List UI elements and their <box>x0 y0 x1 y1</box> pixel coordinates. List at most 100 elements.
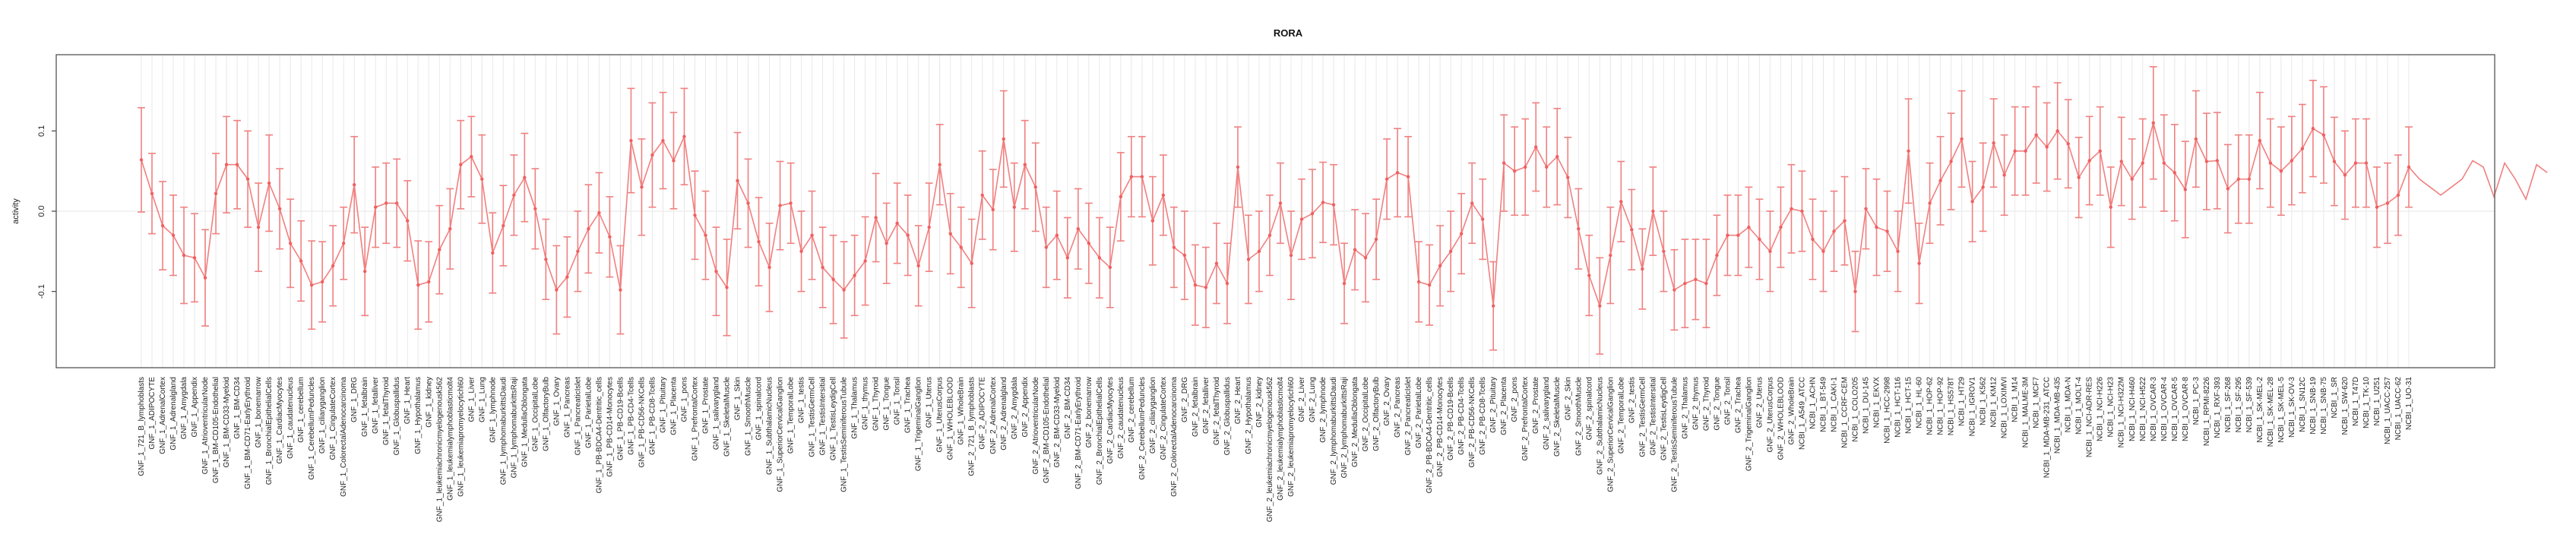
data-point <box>1981 185 1985 189</box>
x-tick-label: GNF_1_ciliaryganglion <box>318 377 327 454</box>
data-point <box>576 249 580 254</box>
data-point <box>938 163 941 166</box>
data-point <box>1087 242 1091 245</box>
data-point <box>2343 173 2347 177</box>
x-tick-label: GNF_2_PB-CD8-Tcells <box>1479 377 1487 455</box>
data-point <box>565 275 569 279</box>
data-point <box>1278 201 1283 205</box>
y-tick-label: -0.1 <box>37 284 46 299</box>
data-point <box>1907 149 1910 153</box>
x-tick-label: NCBI_1_NCI-H460 <box>2128 377 2137 441</box>
x-tick-label: GNF_2_Pancreas <box>1394 377 1402 438</box>
data-point <box>2321 133 2326 137</box>
data-point <box>831 277 835 281</box>
data-point <box>842 288 846 292</box>
x-tick-label: GNF_2_BM-CD33-Myeloid <box>1053 377 1062 467</box>
data-point <box>1694 277 1698 281</box>
x-tick-label: NCBI_1_SF-295 <box>2235 377 2243 433</box>
x-tick-label: NCBI_1_MDA-MB-231_ATCC <box>2043 377 2052 478</box>
data-point <box>821 265 824 270</box>
data-point <box>448 227 452 231</box>
data-point <box>1534 145 1538 149</box>
data-point <box>427 280 431 284</box>
x-tick-label: GNF_2_CingulateCortex <box>1160 377 1168 460</box>
data-point <box>1619 200 1623 204</box>
data-point <box>459 163 463 166</box>
data-point <box>863 259 867 263</box>
x-tick-label: GNF_1_BM-CD34 <box>233 377 242 439</box>
data-point <box>480 177 484 181</box>
data-point <box>1448 249 1453 254</box>
x-tick-label: GNF_1_AdrenalCortex <box>159 377 167 454</box>
x-tick-label: GNF_1_PrefrontalCortex <box>691 377 699 461</box>
x-tick-label: GNF_2_TemporalLobe <box>1617 377 1625 454</box>
data-point <box>1395 171 1400 175</box>
x-tick-label: GNF_2_Liver <box>1298 376 1306 422</box>
x-tick-label: NCBI_1_MDA-MB-435 <box>2054 377 2062 454</box>
data-point <box>523 175 527 179</box>
data-point <box>650 153 654 157</box>
x-tick-label: GNF_2_WholeBrain <box>1787 377 1796 444</box>
x-tick-label: GNF_1_721_B_lymphoblasts <box>138 377 146 476</box>
x-tick-label: GNF_2_BM-CD71-EarlyErythroid <box>1074 377 1083 489</box>
data-point <box>416 283 420 287</box>
x-tick-label: NCBI_1_RXF-393 <box>2214 377 2222 438</box>
data-point <box>374 205 378 209</box>
data-point <box>767 265 771 270</box>
data-point <box>672 159 676 163</box>
x-tick-label: GNF_2_PB-CD14-Monocytes <box>1436 377 1445 477</box>
x-tick-label: GNF_2_SkeletalMuscle <box>1553 377 1562 457</box>
x-tick-label: NCBI_1_A549_ATCC <box>1798 377 1806 450</box>
data-point <box>1310 211 1315 216</box>
x-tick-label: GNF_1_fetalThyroid <box>382 377 391 445</box>
data-point <box>1385 177 1389 181</box>
data-point <box>2013 149 2017 153</box>
x-tick-label: GNF_1_CerebellumPeduncles <box>308 377 316 480</box>
x-tick-label: GNF_1_PB-CD19-Bcells <box>616 377 625 460</box>
data-point <box>1673 288 1676 292</box>
data-point <box>2130 177 2134 181</box>
x-tick-label: GNF_1_cerebellum <box>297 377 305 443</box>
x-tick-label: GNF_1_DRG <box>350 377 359 422</box>
data-point <box>2087 159 2091 163</box>
x-tick-label: GNF_2_721_B_lymphoblasts <box>968 377 976 476</box>
grid <box>56 55 2495 368</box>
x-tick-label: GNF_1_Uterus <box>926 377 934 428</box>
x-tick-label: GNF_2_cerebellum <box>1128 377 1136 443</box>
y-tick-label: 0.0 <box>37 205 46 217</box>
data-point <box>1289 253 1293 258</box>
x-tick-label: GNF_2_Placenta <box>1500 377 1508 435</box>
x-tick-label: GNF_2_PB-CD56-NKCells <box>1468 377 1476 467</box>
data-point <box>661 138 665 143</box>
x-tick-label: GNF_1_Prostate <box>701 377 710 434</box>
data-point <box>2396 193 2400 198</box>
x-tick-label: NCBI_1_NCI-ADR-RES <box>2086 377 2094 457</box>
data-point <box>619 288 622 292</box>
x-tick-label: GNF_2_caudatenucleus <box>1117 377 1125 459</box>
x-tick-label: GNF_1_ADIPOCYTE <box>148 377 157 450</box>
data-point <box>810 233 814 237</box>
data-point <box>512 193 516 198</box>
data-point <box>2353 161 2358 165</box>
x-tick-label: GNF_2_pons <box>1511 377 1519 422</box>
x-tick-label: GNF_1_leukemialymphoblasticmolt4 <box>446 377 454 501</box>
x-tick-label: NCBI_1_U251 <box>2373 377 2381 426</box>
x-tick-label: GNF_1_PB-CD56-NKCells <box>638 377 646 467</box>
data-point <box>1555 154 1559 159</box>
x-tick-label: NCBI_1_OVCAR-5 <box>2171 377 2179 441</box>
data-point <box>885 242 888 245</box>
x-tick-label: GNF_2_OccipitalLobe <box>1362 377 1370 452</box>
data-point <box>203 276 207 280</box>
data-point <box>1246 258 1251 261</box>
data-point <box>182 253 186 258</box>
data-point <box>2375 205 2379 209</box>
data-point <box>1427 283 1432 287</box>
x-tick-label: GNF_2_CerebellumPeduncles <box>1138 377 1147 480</box>
y-tick-label: 0.1 <box>37 125 46 137</box>
data-point <box>640 185 644 189</box>
data-point <box>757 239 761 244</box>
x-tick-label: GNF_2_leukemiapromyelocytichl60 <box>1287 377 1296 497</box>
data-point <box>799 249 803 254</box>
data-point <box>704 233 707 237</box>
data-point <box>895 221 899 226</box>
